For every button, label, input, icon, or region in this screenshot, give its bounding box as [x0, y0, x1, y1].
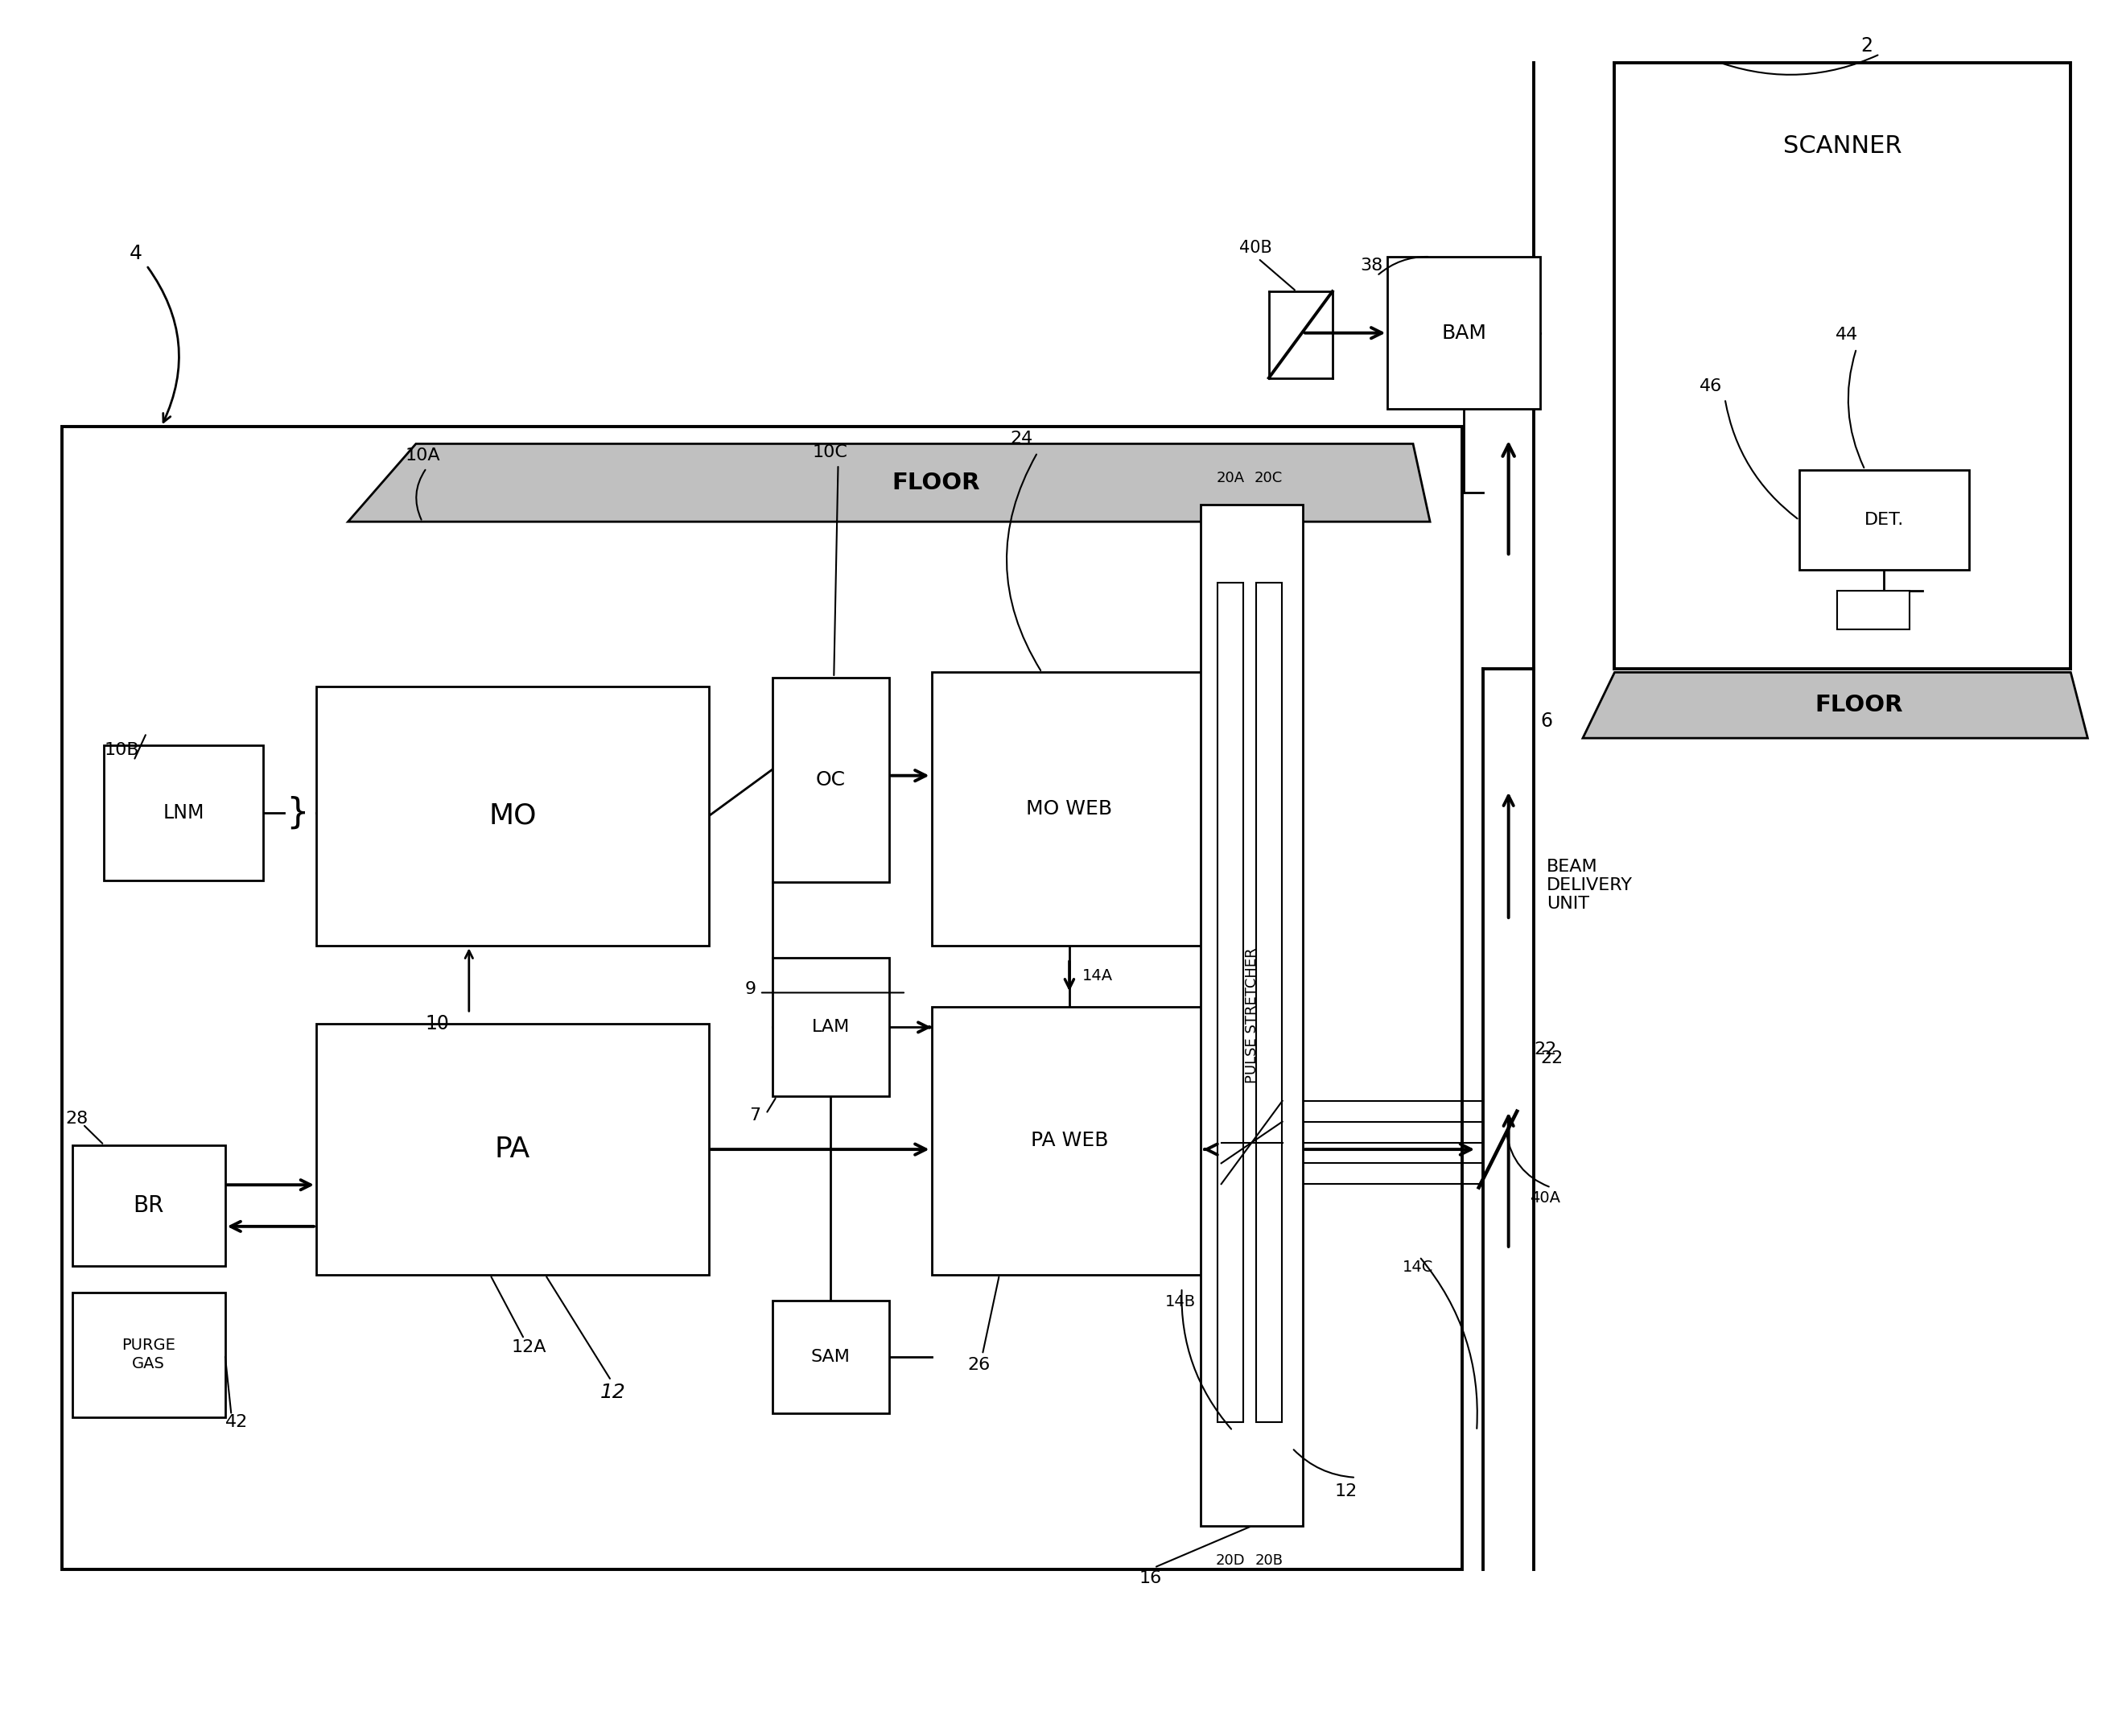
- Bar: [772, 1300, 889, 1413]
- Text: FLOOR: FLOOR: [1813, 694, 1903, 717]
- Polygon shape: [1582, 672, 2088, 738]
- Text: 14A: 14A: [1082, 969, 1112, 984]
- Bar: [62, 427, 1463, 1569]
- Bar: [931, 1007, 1208, 1274]
- Text: LAM: LAM: [812, 1019, 850, 1035]
- Text: 46: 46: [1699, 378, 1722, 394]
- Text: 10C: 10C: [812, 444, 848, 460]
- Text: MO: MO: [489, 802, 536, 830]
- Text: 26: 26: [967, 1358, 991, 1373]
- Text: SAM: SAM: [810, 1349, 850, 1364]
- Text: PULSE STRETCHER: PULSE STRETCHER: [1244, 948, 1259, 1083]
- Bar: [1201, 505, 1303, 1526]
- Text: 20A: 20A: [1216, 470, 1244, 486]
- Text: 2: 2: [1860, 36, 1873, 56]
- Bar: [772, 958, 889, 1097]
- Text: 28: 28: [66, 1111, 89, 1127]
- Text: 12: 12: [600, 1384, 625, 1403]
- Bar: [772, 677, 889, 882]
- Text: BR: BR: [134, 1194, 164, 1217]
- Text: PA WEB: PA WEB: [1031, 1132, 1108, 1151]
- Text: 9: 9: [744, 981, 757, 996]
- Text: }: }: [287, 795, 308, 830]
- Text: 4: 4: [130, 243, 142, 262]
- Text: 10B: 10B: [104, 743, 138, 759]
- Bar: [72, 1146, 225, 1266]
- Text: 12A: 12A: [512, 1340, 546, 1356]
- Text: MO WEB: MO WEB: [1027, 800, 1112, 819]
- Bar: [72, 1292, 225, 1417]
- Text: BAM: BAM: [1441, 323, 1486, 342]
- Text: 7: 7: [748, 1108, 761, 1123]
- Text: 14C: 14C: [1403, 1260, 1433, 1274]
- Text: 20D: 20D: [1216, 1554, 1246, 1568]
- Text: 40A: 40A: [1531, 1191, 1560, 1205]
- Bar: [1614, 62, 2071, 668]
- Bar: [317, 1024, 708, 1274]
- Text: 14B: 14B: [1165, 1293, 1195, 1309]
- Text: LNM: LNM: [164, 804, 204, 823]
- Text: 10: 10: [425, 1014, 449, 1033]
- Bar: [104, 745, 264, 880]
- Text: 22: 22: [1535, 1042, 1556, 1057]
- Text: BEAM
DELIVERY
UNIT: BEAM DELIVERY UNIT: [1548, 859, 1633, 911]
- Text: OC: OC: [816, 771, 846, 790]
- Text: PURGE
GAS: PURGE GAS: [121, 1337, 176, 1371]
- Text: 20B: 20B: [1254, 1554, 1282, 1568]
- Text: DET.: DET.: [1865, 512, 1905, 528]
- Bar: [1837, 590, 1909, 628]
- Polygon shape: [349, 444, 1431, 523]
- Bar: [1388, 257, 1541, 410]
- Bar: [1218, 582, 1244, 1422]
- Text: 24: 24: [1010, 431, 1033, 446]
- Text: 12: 12: [1335, 1483, 1356, 1500]
- Text: 20C: 20C: [1254, 470, 1282, 486]
- Text: 42: 42: [225, 1415, 249, 1430]
- Text: 38: 38: [1361, 257, 1382, 274]
- Text: 10A: 10A: [406, 448, 440, 464]
- Text: 22: 22: [1541, 1050, 1563, 1066]
- Text: 6: 6: [1541, 712, 1552, 731]
- Text: FLOOR: FLOOR: [891, 472, 980, 495]
- Text: 40B: 40B: [1239, 240, 1271, 257]
- Bar: [931, 672, 1208, 946]
- Bar: [317, 686, 708, 946]
- Text: SCANNER: SCANNER: [1784, 134, 1903, 158]
- Bar: [1799, 470, 1969, 569]
- Text: PA: PA: [495, 1135, 529, 1163]
- Text: 44: 44: [1835, 326, 1858, 342]
- Text: 16: 16: [1140, 1569, 1163, 1587]
- Bar: [1256, 582, 1282, 1422]
